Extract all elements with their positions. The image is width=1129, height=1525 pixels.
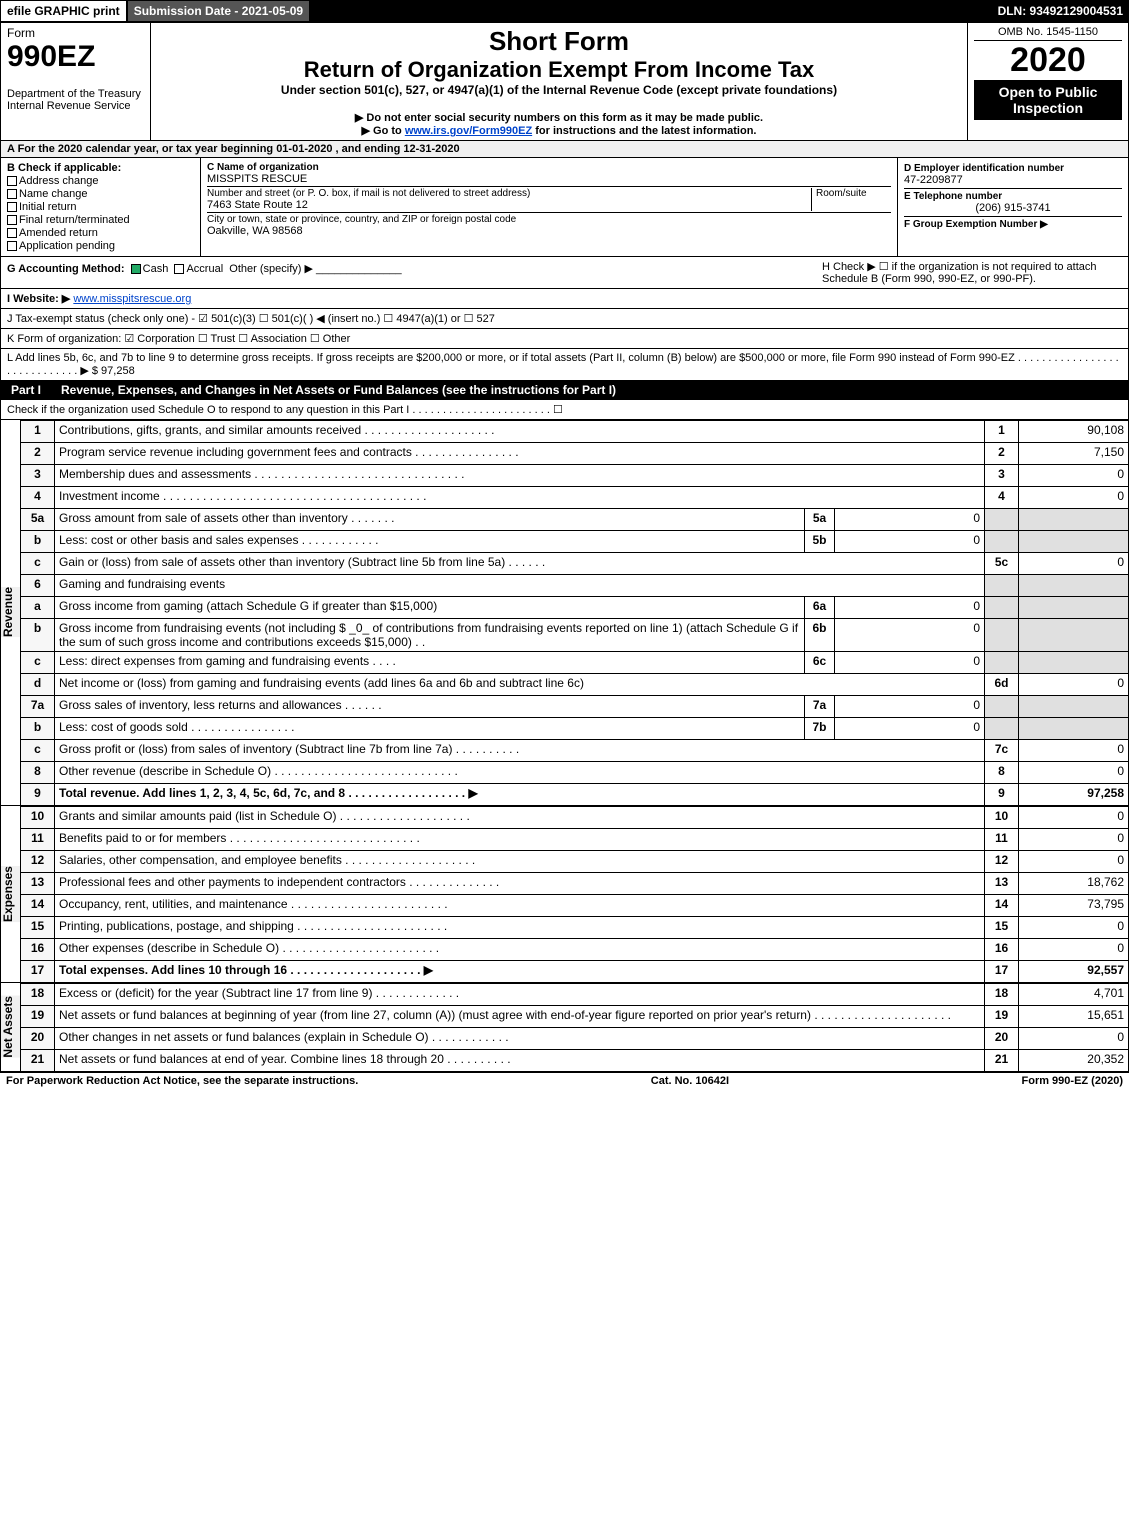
submission-date: Submission Date - 2021-05-09 [127, 0, 310, 22]
d-label: D Employer identification number [904, 163, 1122, 174]
check-accrual[interactable] [174, 264, 184, 274]
line-20: 20Other changes in net assets or fund ba… [21, 1028, 1129, 1050]
form-header: Form 990EZ Department of the Treasury In… [0, 22, 1129, 141]
page-footer: For Paperwork Reduction Act Notice, see … [0, 1072, 1129, 1089]
footer-left: For Paperwork Reduction Act Notice, see … [6, 1075, 358, 1087]
form-label: Form [7, 26, 144, 40]
line-1: 1Contributions, gifts, grants, and simil… [21, 421, 1129, 443]
line-15: 15Printing, publications, postage, and s… [21, 917, 1129, 939]
line-6b: bGross income from fundraising events (n… [21, 619, 1129, 652]
line-12: 12Salaries, other compensation, and empl… [21, 851, 1129, 873]
section-g: H Check ▶ ☐ if the organization is not r… [0, 257, 1129, 289]
line-4: 4Investment income . . . . . . . . . . .… [21, 487, 1129, 509]
e-label: E Telephone number [904, 191, 1122, 202]
open-inspection-badge: Open to Public Inspection [974, 80, 1122, 120]
c-city-label: City or town, state or province, country… [207, 214, 891, 225]
org-street: 7463 State Route 12 [207, 199, 811, 211]
dln-number: DLN: 93492129004531 [992, 0, 1129, 22]
efile-button[interactable]: efile GRAPHIC print [0, 0, 127, 22]
line-11: 11Benefits paid to or for members . . . … [21, 829, 1129, 851]
irs-label: Internal Revenue Service [7, 100, 144, 112]
section-b: B Check if applicable: Address change Na… [1, 158, 201, 256]
line-2: 2Program service revenue including gover… [21, 443, 1129, 465]
section-j: J Tax-exempt status (check only one) - ☑… [0, 309, 1129, 329]
section-c: C Name of organization MISSPITS RESCUE N… [201, 158, 898, 256]
netassets-table: 18Excess or (deficit) for the year (Subt… [20, 983, 1129, 1072]
line-9: 9Total revenue. Add lines 1, 2, 3, 4, 5c… [21, 784, 1129, 806]
f-label: F Group Exemption Number ▶ [904, 219, 1122, 230]
phone-value: (206) 915-3741 [904, 202, 1122, 214]
line-5a: 5aGross amount from sale of assets other… [21, 509, 1129, 531]
return-subtitle: Under section 501(c), 527, or 4947(a)(1)… [157, 83, 961, 97]
row-a-tax-year: A For the 2020 calendar year, or tax yea… [0, 141, 1129, 158]
room-suite-label: Room/suite [811, 188, 891, 211]
return-title: Return of Organization Exempt From Incom… [157, 57, 961, 83]
b-label: B Check if applicable: [7, 162, 194, 174]
line-6d: dNet income or (loss) from gaming and fu… [21, 674, 1129, 696]
c-name-label: C Name of organization [207, 162, 891, 173]
top-bar: efile GRAPHIC print Submission Date - 20… [0, 0, 1129, 22]
irs-link[interactable]: www.irs.gov/Form990EZ [405, 125, 532, 137]
dept-label: Department of the Treasury [7, 88, 144, 100]
section-i: I Website: ▶ www.misspitsrescue.org [0, 289, 1129, 309]
expenses-table: 10Grants and similar amounts paid (list … [20, 806, 1129, 983]
line-5c: cGain or (loss) from sale of assets othe… [21, 553, 1129, 575]
line-19: 19Net assets or fund balances at beginni… [21, 1006, 1129, 1028]
footer-mid: Cat. No. 10642I [651, 1075, 729, 1087]
line-5b: bLess: cost or other basis and sales exp… [21, 531, 1129, 553]
check-address-change[interactable]: Address change [7, 175, 194, 187]
line-16: 16Other expenses (describe in Schedule O… [21, 939, 1129, 961]
section-l: L Add lines 5b, 6c, and 7b to line 9 to … [0, 349, 1129, 381]
part-i-title: Revenue, Expenses, and Changes in Net As… [61, 383, 616, 397]
section-def: D Employer identification number 47-2209… [898, 158, 1128, 256]
website-link[interactable]: www.misspitsrescue.org [73, 293, 191, 305]
part-i-label: Part I [7, 383, 45, 397]
check-name-change[interactable]: Name change [7, 188, 194, 200]
line-18: 18Excess or (deficit) for the year (Subt… [21, 984, 1129, 1006]
line-6c: cLess: direct expenses from gaming and f… [21, 652, 1129, 674]
block-bcdef: B Check if applicable: Address change Na… [0, 158, 1129, 257]
check-cash[interactable] [131, 264, 141, 274]
goto-note: ▶ Go to www.irs.gov/Form990EZ for instru… [157, 124, 961, 137]
line-6: 6Gaming and fundraising events [21, 575, 1129, 597]
check-final-return[interactable]: Final return/terminated [7, 214, 194, 226]
omb-number: OMB No. 1545-1150 [974, 26, 1122, 41]
line-8: 8Other revenue (describe in Schedule O) … [21, 762, 1129, 784]
line-3: 3Membership dues and assessments . . . .… [21, 465, 1129, 487]
part-i-bar: Part I Revenue, Expenses, and Changes in… [0, 381, 1129, 400]
line-10: 10Grants and similar amounts paid (list … [21, 807, 1129, 829]
line-7c: cGross profit or (loss) from sales of in… [21, 740, 1129, 762]
tax-year: 2020 [974, 41, 1122, 80]
check-application-pending[interactable]: Application pending [7, 240, 194, 252]
part-i-check: Check if the organization used Schedule … [0, 400, 1129, 420]
expenses-vertical-label: Expenses [0, 806, 20, 983]
g-label: G Accounting Method: [7, 263, 125, 275]
line-13: 13Professional fees and other payments t… [21, 873, 1129, 895]
netassets-vertical-label: Net Assets [0, 983, 20, 1072]
line-14: 14Occupancy, rent, utilities, and mainte… [21, 895, 1129, 917]
short-form-title: Short Form [157, 26, 961, 57]
section-k: K Form of organization: ☑ Corporation ☐ … [0, 329, 1129, 349]
revenue-table: 1Contributions, gifts, grants, and simil… [20, 420, 1129, 806]
ssn-warning: ▶ Do not enter social security numbers o… [157, 111, 961, 124]
org-name: MISSPITS RESCUE [207, 173, 891, 185]
line-7b: bLess: cost of goods sold . . . . . . . … [21, 718, 1129, 740]
form-number: 990EZ [7, 40, 144, 74]
line-7a: 7aGross sales of inventory, less returns… [21, 696, 1129, 718]
line-17: 17Total expenses. Add lines 10 through 1… [21, 961, 1129, 983]
check-initial-return[interactable]: Initial return [7, 201, 194, 213]
c-addr-label: Number and street (or P. O. box, if mail… [207, 188, 811, 199]
revenue-vertical-label: Revenue [0, 420, 20, 806]
line-6a: aGross income from gaming (attach Schedu… [21, 597, 1129, 619]
org-city: Oakville, WA 98568 [207, 225, 891, 237]
line-21: 21Net assets or fund balances at end of … [21, 1050, 1129, 1072]
check-amended-return[interactable]: Amended return [7, 227, 194, 239]
section-h: H Check ▶ ☐ if the organization is not r… [822, 260, 1122, 285]
footer-right: Form 990-EZ (2020) [1022, 1075, 1123, 1087]
ein-value: 47-2209877 [904, 174, 1122, 186]
